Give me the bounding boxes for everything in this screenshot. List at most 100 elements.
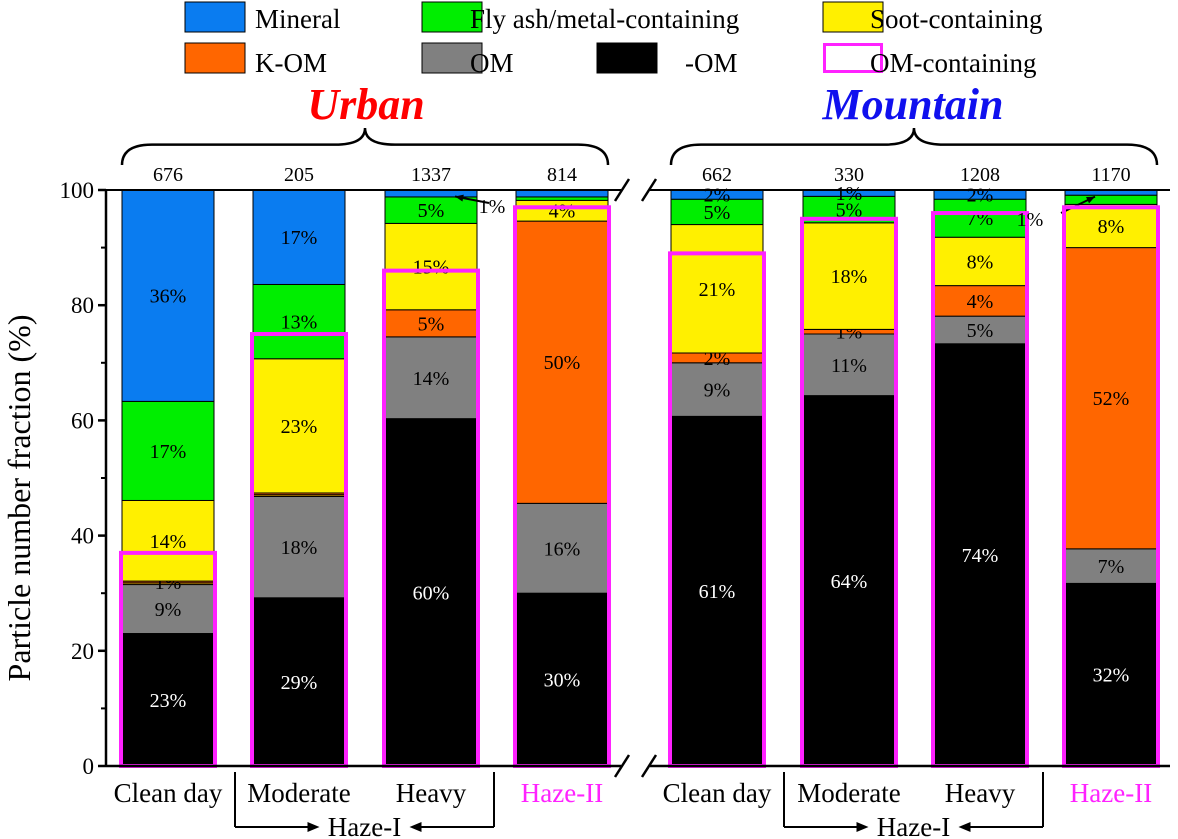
bar-segment-minus-om [384, 418, 478, 767]
legend-label: OM-containing [870, 48, 1036, 78]
y-tick-label: 0 [83, 754, 95, 779]
data-label: 2% [967, 185, 994, 207]
bar-segment-fly-ash-metal-containing [1064, 194, 1158, 205]
data-label: 30% [544, 670, 581, 692]
data-label: 29% [281, 672, 318, 694]
legend-item-om: OM [421, 42, 514, 78]
legend-label: Soot-containing [870, 4, 1042, 34]
data-label: 14% [413, 368, 450, 390]
data-label: 52% [1093, 388, 1130, 410]
bar-segment-om [670, 362, 764, 417]
data-label: 5% [704, 202, 731, 224]
data-label: 1% [1017, 209, 1044, 231]
data-label: 64% [831, 571, 868, 593]
bar-segment-k-om [384, 309, 478, 338]
callout-arrowhead [1086, 196, 1095, 204]
category-label-moderate: Moderate [797, 778, 900, 808]
brace-urban [120, 127, 610, 166]
particle-count-label: 1208 [960, 164, 1000, 186]
x-axis-break [613, 754, 631, 778]
top-axis-break [640, 178, 658, 202]
data-label: 50% [544, 352, 581, 374]
legend-swatch [184, 42, 246, 74]
data-label: 9% [155, 599, 182, 621]
particle-count-label: 676 [153, 164, 183, 186]
category-label-haze-ii: Haze-II [521, 778, 603, 808]
bar-segment-mineral [515, 189, 609, 198]
data-label: 5% [418, 313, 445, 335]
data-label: 5% [967, 320, 994, 342]
bar-segment-om [933, 315, 1027, 345]
data-label: 8% [1098, 216, 1125, 238]
category-label-haze-ii: Haze-II [1070, 778, 1152, 808]
legend-swatch [823, 43, 883, 73]
y-tick-label: 20 [71, 639, 94, 664]
x-axis-break [640, 754, 658, 778]
bar-segment-minus-om [1064, 582, 1158, 767]
callout-arrowhead [455, 194, 464, 202]
bar-urban-heavy: 60% 14% 5% 15% 5% 1% 1337 Heavy [382, 164, 506, 808]
particle-count-label: 1337 [411, 164, 451, 186]
data-label: 32% [1093, 665, 1130, 687]
legend-item-mineral: Mineral [184, 1, 340, 34]
brace-mountain [669, 127, 1159, 166]
bar-segment-fly-ash-metal-containing [121, 400, 215, 501]
y-tick-label: 100 [60, 178, 95, 203]
bar-segment-fly-ash-metal-containing [670, 198, 764, 226]
data-label: 36% [150, 286, 187, 308]
legend-label: Fly ash/metal-containing [470, 4, 739, 34]
data-label: 14% [150, 531, 187, 553]
legend-swatch [184, 1, 246, 33]
data-label: 23% [281, 416, 318, 438]
particle-count-label: 330 [834, 164, 864, 186]
data-label: 8% [967, 251, 994, 273]
y-tick-label: 40 [71, 524, 94, 549]
y-tick-label: 80 [71, 293, 94, 318]
bar-segment-minus-om [515, 592, 609, 767]
data-label: 1% [836, 183, 863, 205]
region-titles: Urban Mountain [120, 80, 1159, 166]
legend-swatch [421, 42, 483, 74]
legend-label: -OM [685, 48, 738, 78]
data-label: 1% [479, 196, 506, 218]
bar-segment-minus-om [670, 415, 764, 767]
legend-swatch [596, 42, 658, 74]
data-label: 60% [413, 582, 450, 604]
bar-segment-minus-om [252, 597, 346, 767]
data-label: 15% [413, 257, 450, 279]
legend: Mineral Fly ash/metal-containing Soot-cont… [184, 1, 1042, 78]
legend-item-fly-ash-metal-containing: Fly ash/metal-containing [421, 1, 739, 34]
data-label: 9% [704, 380, 731, 402]
particle-count-label: 662 [702, 164, 732, 186]
haze-i-label: Haze-I [877, 812, 950, 839]
data-label: 74% [962, 545, 999, 567]
bar-segment-soot-containing [670, 224, 764, 354]
data-label: 17% [281, 227, 318, 249]
legend-swatch [421, 1, 483, 33]
bar-urban-haze-ii: 30% 16% 50% 4% 814 Haze-II [513, 164, 611, 808]
bar-mountain-haze-ii: 32% 7% 52% 8% 1% 1170 Haze-II [1017, 164, 1160, 808]
haze-i-bracket-mountain: Haze-I [783, 772, 1044, 839]
data-label: 23% [150, 690, 187, 712]
data-label: 2% [704, 185, 731, 207]
bars: 23% 9% 1% 14% 17% 36% 676 Clean day 29% 18% 23% 13%… [114, 164, 1160, 808]
y-tick-label: 60 [71, 408, 94, 433]
data-label: 4% [967, 291, 994, 313]
category-label-heavy: Heavy [945, 778, 1016, 808]
category-label-moderate: Moderate [247, 778, 350, 808]
haze-i-label: Haze-I [328, 812, 401, 839]
category-label-clean-day: Clean day [114, 778, 223, 808]
category-label-heavy: Heavy [396, 778, 467, 808]
data-label: 16% [544, 538, 581, 560]
bracket-arrowhead [856, 822, 869, 832]
legend-item-om: -OM [596, 42, 738, 78]
y-axis-title: Particle number fraction (%) [1, 315, 37, 682]
legend-item-soot-containing: Soot-containing [822, 1, 1042, 34]
data-label: 18% [831, 266, 868, 288]
data-label: 4% [549, 201, 576, 223]
